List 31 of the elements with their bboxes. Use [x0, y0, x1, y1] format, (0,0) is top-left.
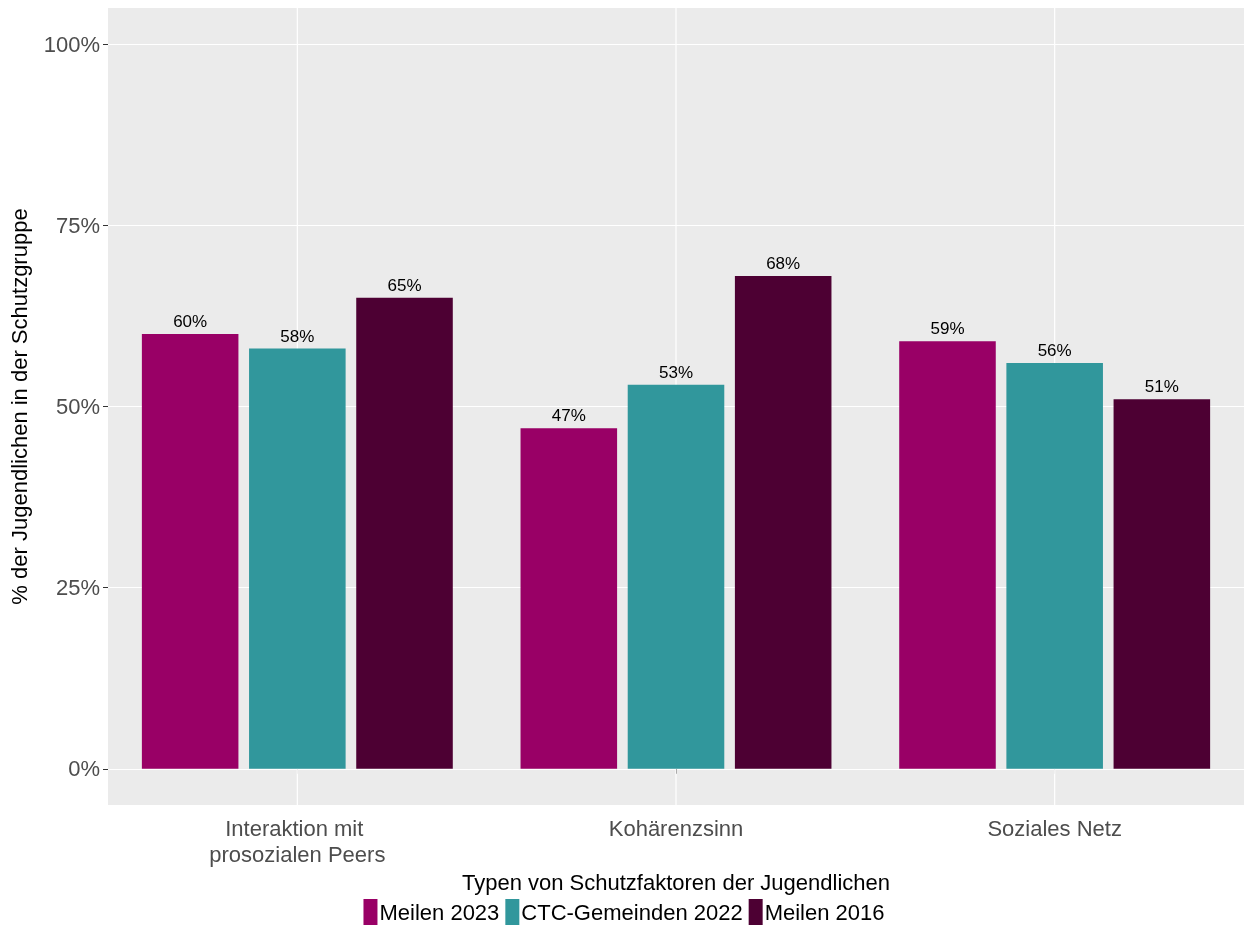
data-label: 65% — [387, 275, 422, 295]
data-label: 60% — [173, 312, 208, 332]
bar — [734, 276, 832, 769]
legend-label: Meilen 2023 — [379, 899, 500, 925]
bar — [356, 297, 453, 769]
x-tick-label: Kohärenzsinn — [608, 815, 744, 841]
y-tick-label: 75% — [55, 212, 100, 238]
bar — [899, 341, 996, 769]
data-label: 51% — [1144, 377, 1179, 397]
data-label: 68% — [766, 254, 801, 274]
data-label: 56% — [1037, 341, 1072, 361]
x-tick-label: Soziales Netz — [987, 815, 1122, 841]
bar — [141, 334, 239, 769]
data-label: 59% — [930, 319, 965, 339]
x-axis-title: Typen von Schutzfaktoren der Jugendlichen — [461, 870, 891, 896]
bar — [520, 428, 618, 769]
y-tick-label: 25% — [55, 575, 100, 601]
bar — [1006, 363, 1103, 769]
legend-label: CTC-Gemeinden 2022 — [521, 899, 743, 925]
data-label: 53% — [658, 362, 694, 382]
y-tick-label: 0% — [68, 756, 100, 782]
y-tick-label: 50% — [55, 394, 100, 419]
bar — [627, 384, 725, 769]
data-label: 47% — [551, 406, 586, 426]
bar — [1113, 399, 1211, 769]
y-axis-title: % der Jugendlichen in der Schutzgruppe — [6, 208, 32, 605]
data-label: 58% — [280, 326, 315, 346]
x-tick-label: Interaktion mit prosozialen Peers — [209, 815, 386, 867]
bar — [249, 348, 346, 769]
y-tick-label: 100% — [43, 31, 100, 57]
legend-label: Meilen 2016 — [764, 899, 885, 925]
